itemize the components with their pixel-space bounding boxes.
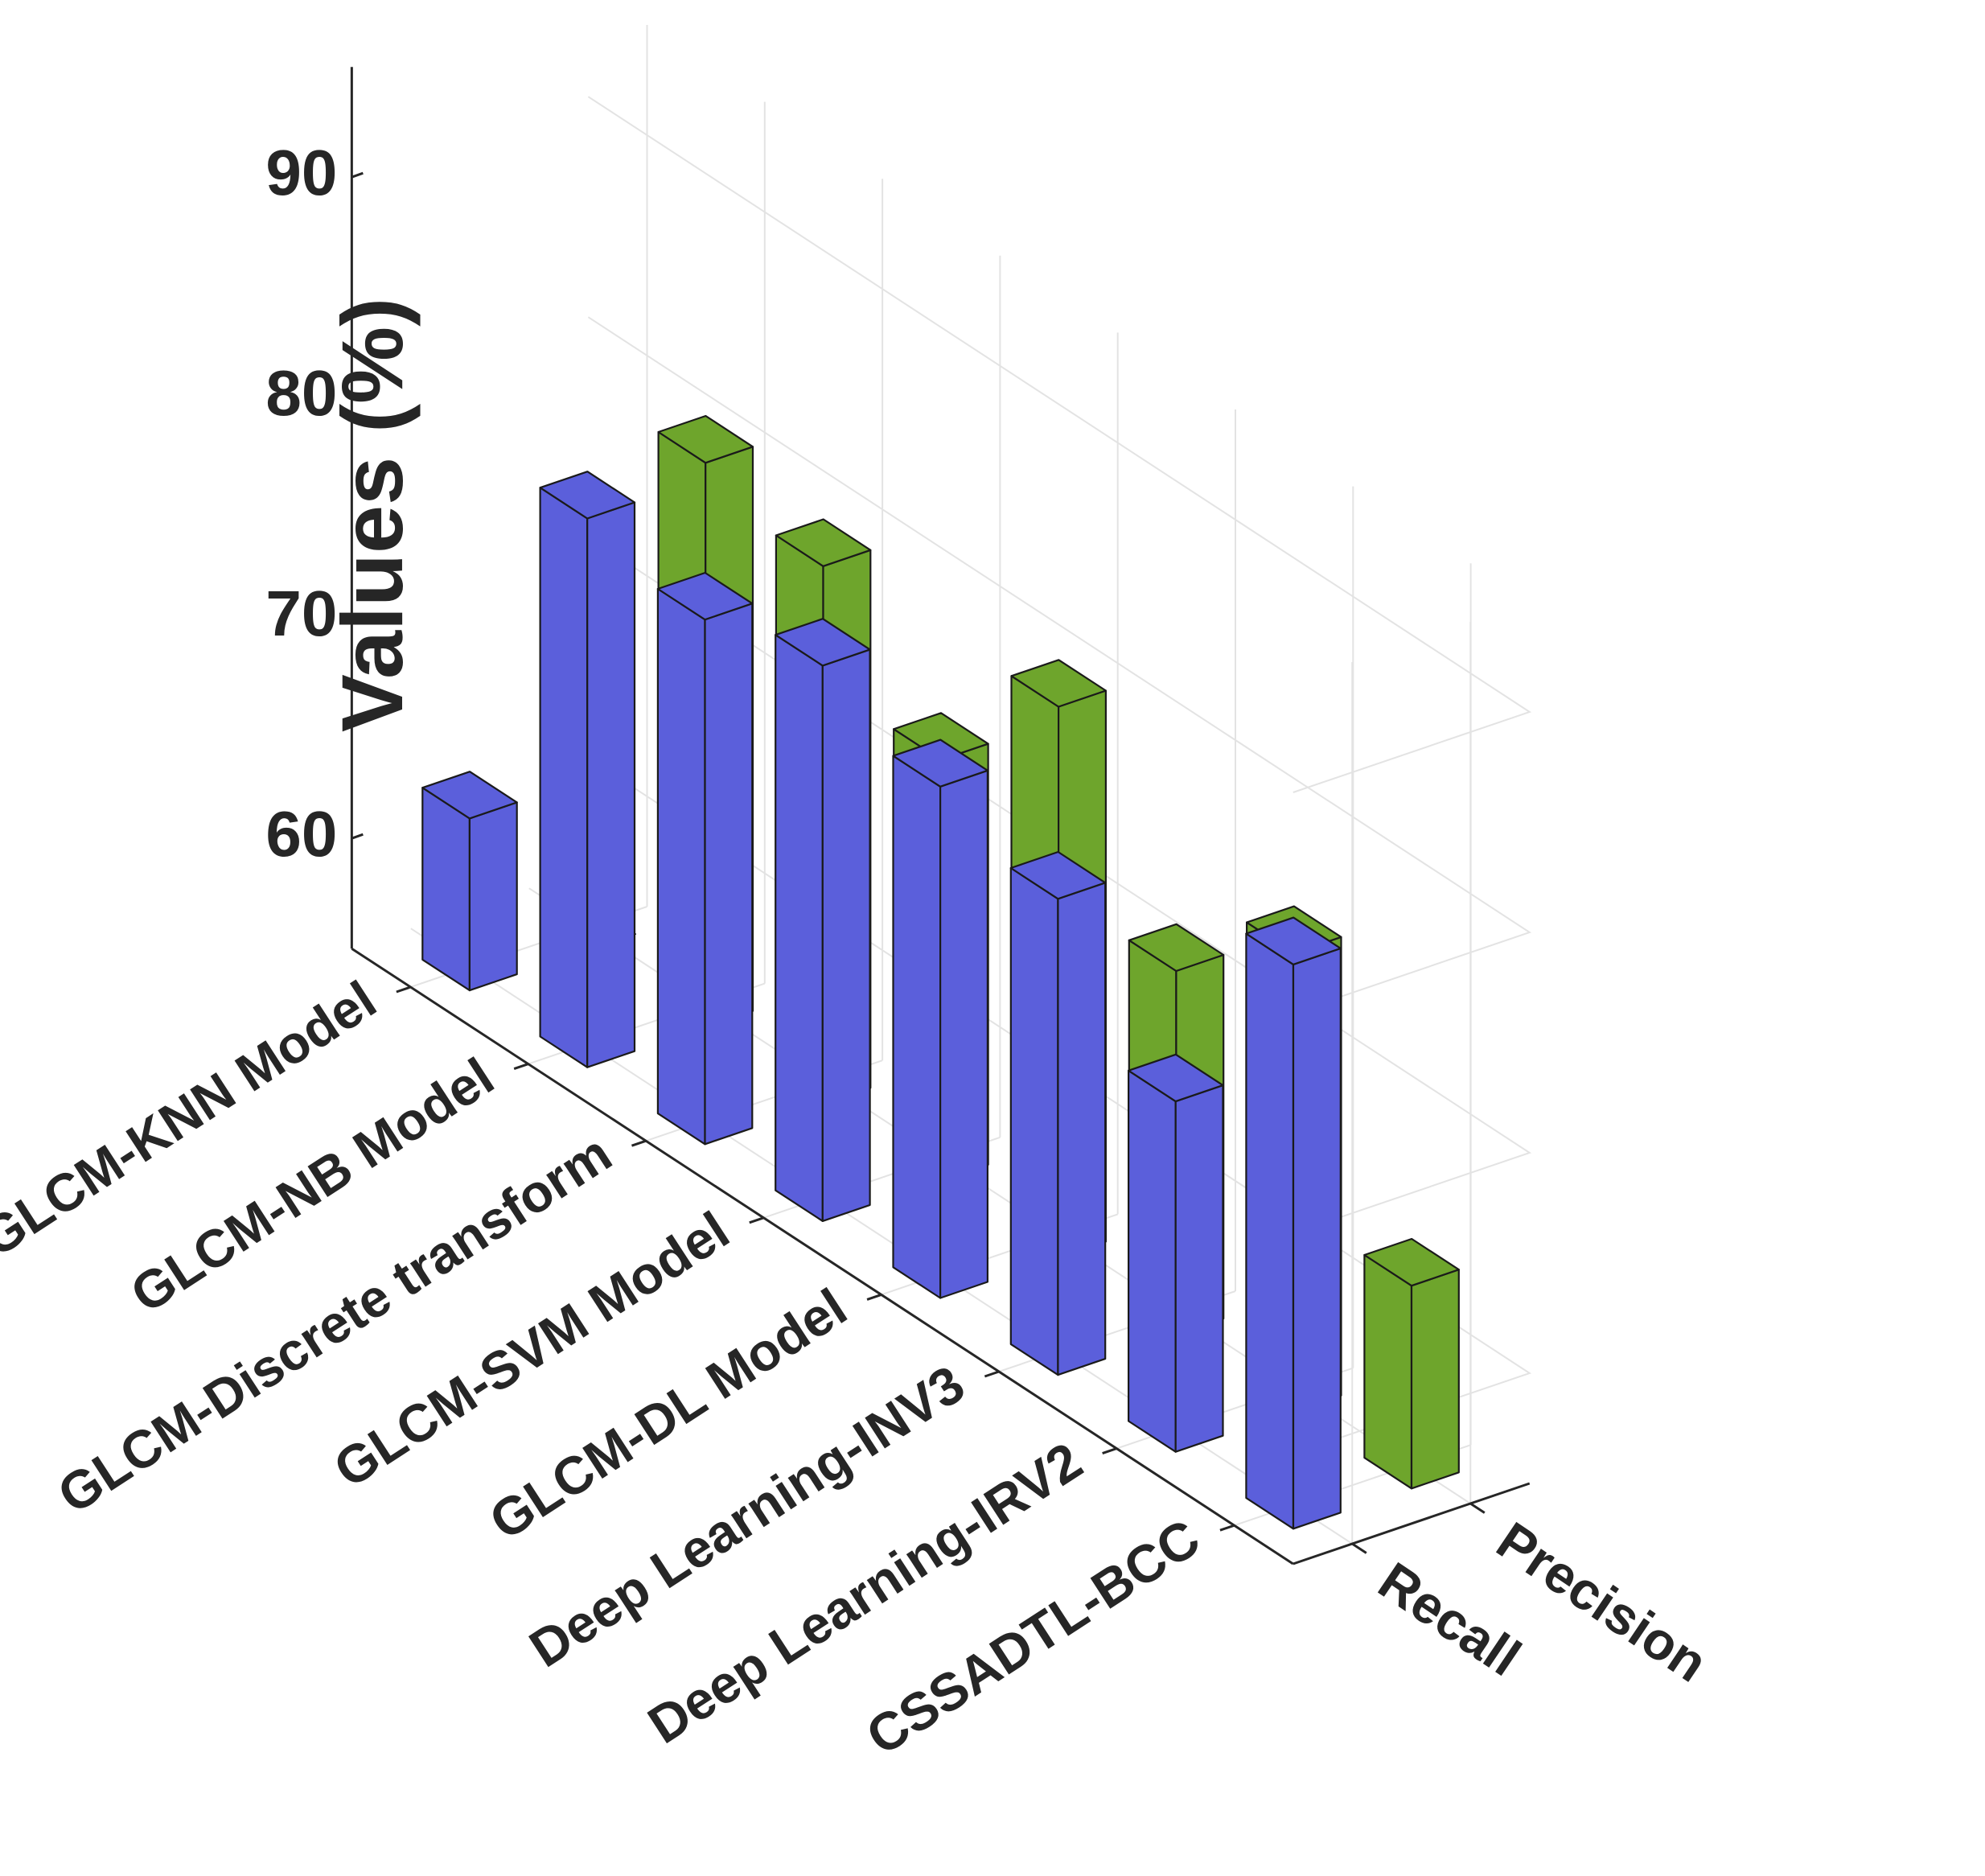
bar-face-side (468, 801, 518, 992)
bar-face-side (821, 648, 871, 1223)
bar-recall (1363, 1237, 1460, 1490)
bar-face-side (1174, 1084, 1224, 1453)
category-axis-line (351, 947, 1294, 1565)
gridline-z (587, 96, 1532, 793)
bar-face-front (1127, 1069, 1177, 1453)
z-tick (351, 171, 364, 179)
category-tick (866, 1293, 882, 1301)
bar-precision (892, 738, 989, 1299)
z-tick-label: 90 (265, 137, 337, 208)
bar-face-front (1245, 932, 1295, 1530)
bar-precision (775, 618, 871, 1223)
category-tick (396, 985, 411, 994)
z-tick-label: 60 (265, 798, 337, 870)
bar-face-side (586, 501, 636, 1068)
bar-face-front (539, 487, 589, 1068)
bar-face-side (1292, 947, 1342, 1530)
z-tick (351, 833, 364, 840)
bar-precision (1245, 916, 1342, 1530)
bar-face-side (1410, 1269, 1460, 1490)
bar-face-front (1009, 866, 1059, 1376)
category-label: GLCM-KNN Model (0, 969, 386, 1269)
series-label: Precision (1486, 1510, 1718, 1693)
bar-precision (539, 471, 636, 1068)
series-tick (1351, 1542, 1367, 1554)
bar-precision (1127, 1053, 1224, 1453)
bar-face-side (1057, 882, 1107, 1376)
category-label: GLCM-SVM Model (323, 1199, 739, 1499)
axis-layer (350, 67, 1531, 1565)
bar-face-front (656, 587, 706, 1146)
bar-face-top (1245, 916, 1342, 966)
z-tick-label: 80 (265, 357, 337, 429)
bar-face-top (892, 738, 989, 788)
bar-precision (1009, 850, 1107, 1376)
category-tick (513, 1063, 529, 1071)
bar-face-top (656, 571, 754, 621)
category-label: Deep Learning-IRV2 (638, 1430, 1092, 1755)
category-tick (631, 1139, 647, 1147)
z-tick (351, 392, 364, 399)
gridline-z (587, 316, 1532, 1014)
bar-face-top (775, 618, 871, 667)
category-tick (984, 1370, 1000, 1378)
bar-precision (421, 771, 518, 992)
z-tick (351, 612, 364, 619)
bar-face-side (704, 603, 754, 1146)
series-axis-line (1293, 1482, 1531, 1565)
bar-face-front (775, 634, 824, 1223)
bar-face-top (1009, 850, 1107, 900)
category-tick (1102, 1447, 1117, 1455)
bar-face-top (657, 414, 754, 464)
bar-face-top (539, 471, 636, 520)
bar-face-top (1128, 923, 1225, 973)
bar-precision (656, 571, 754, 1146)
category-tick (749, 1216, 764, 1224)
bar-face-side (939, 769, 989, 1299)
bars-layer (421, 414, 1460, 1530)
bar-face-top (1363, 1237, 1460, 1287)
y-axis-title: Values (%) (323, 298, 421, 732)
category-tick (1219, 1524, 1235, 1532)
bar-face-top (1010, 659, 1108, 708)
bar-face-top (775, 518, 872, 567)
bar-face-top (421, 771, 518, 820)
z-tick-label: 70 (265, 578, 337, 649)
bar-face-front (1363, 1253, 1413, 1490)
category-label: Deep Learning-INV3 (519, 1354, 974, 1679)
bar-face-front (421, 787, 471, 992)
bar-face-top (1127, 1053, 1224, 1103)
bar-face-front (892, 755, 942, 1299)
series-tick (1469, 1502, 1486, 1514)
